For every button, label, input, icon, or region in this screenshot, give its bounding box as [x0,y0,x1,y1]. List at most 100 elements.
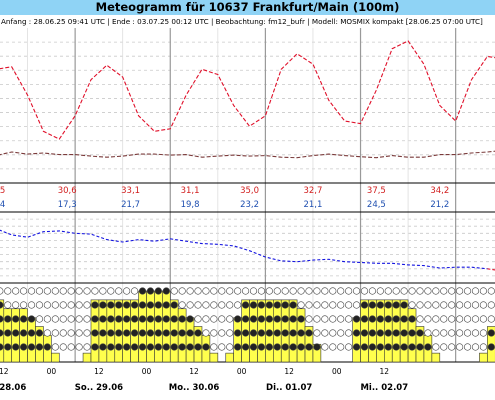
overcast-symbol [99,301,107,309]
clear-sky-symbol [321,287,329,295]
clear-sky-symbol [51,315,59,323]
clear-sky-symbol [289,287,297,295]
overcast-symbol [384,301,392,309]
cloud-cover-bar [185,317,195,363]
overcast-symbol [257,343,266,351]
overcast-symbol [27,343,36,351]
overcast-symbol [376,329,384,337]
clear-sky-symbol [202,315,210,323]
min-temp-label: 18,4 [0,200,5,210]
clear-sky-symbol [297,287,305,295]
overcast-symbol [273,301,281,309]
overcast-symbol [0,329,4,337]
overcast-symbol [154,287,162,295]
overcast-symbol [392,343,400,351]
overcast-symbol [360,329,369,337]
clear-sky-symbol [83,287,91,295]
overcast-symbol [130,301,139,309]
clear-sky-symbol [440,301,448,309]
clear-sky-symbol [360,287,369,295]
overcast-symbol [368,329,377,337]
overcast-symbol [297,315,305,323]
clear-sky-symbol [83,343,91,351]
overcast-symbol [202,343,210,351]
clear-sky-symbol [210,343,218,351]
overcast-symbol [360,315,369,323]
max-temp-label: 31,1 [181,186,200,196]
min-temp-label: 19,8 [181,200,200,210]
overcast-symbol [352,329,361,337]
overcast-symbol [162,315,170,323]
overcast-symbol [289,315,297,323]
clear-sky-symbol [456,287,464,295]
overcast-symbol [170,329,178,337]
clear-sky-symbol [479,329,487,337]
overcast-symbol [249,301,258,309]
hour-tick-label: 00 [237,367,247,376]
clear-sky-symbol [83,301,91,309]
overcast-symbol [281,315,289,323]
overcast-symbol [107,301,115,309]
clear-sky-symbol [234,287,242,295]
clear-sky-symbol [352,287,361,295]
clear-sky-symbol [448,287,456,295]
clear-sky-symbol [67,301,75,309]
clear-sky-symbol [337,315,345,323]
overcast-symbol [27,329,36,337]
overcast-symbol [281,329,289,337]
overcast-symbol [146,343,155,351]
clear-sky-symbol [456,315,464,323]
clear-sky-symbol [337,287,345,295]
cloud-cover-bar [225,352,234,363]
overcast-symbol [154,315,162,323]
min-temp-label: 17,3 [58,200,77,210]
clear-sky-symbol [51,301,59,309]
clear-sky-symbol [305,315,313,323]
clear-sky-symbol [218,315,226,323]
overcast-symbol [107,315,115,323]
clear-sky-symbol [218,287,226,295]
overcast-symbol [392,329,400,337]
clear-sky-symbol [384,287,392,295]
hour-tick-label: 00 [47,367,57,376]
pressure-line [0,229,488,270]
clear-sky-symbol [463,315,472,323]
clear-sky-symbol [471,315,480,323]
overcast-symbol [408,315,416,323]
clear-sky-symbol [471,301,480,309]
overcast-symbol [400,301,408,309]
overcast-symbol [400,329,408,337]
clear-sky-symbol [337,301,345,309]
clear-sky-symbol [345,329,353,337]
overcast-symbol [178,315,186,323]
overcast-symbol [20,315,28,323]
clear-sky-symbol [273,287,281,295]
overcast-symbol [138,315,147,323]
clear-sky-symbol [432,301,440,309]
overcast-symbol [35,343,44,351]
cloud-cover-bar [431,352,441,363]
overcast-symbol [360,343,369,351]
overcast-symbol [368,301,377,309]
clear-sky-symbol [20,301,28,309]
min-temp-label: 21,1 [303,200,322,210]
overcast-symbol [4,343,12,351]
clear-sky-symbol [202,287,210,295]
overcast-symbol [123,343,131,351]
clear-sky-symbol [178,287,186,295]
clear-sky-symbol [305,301,313,309]
overcast-symbol [99,315,107,323]
clear-sky-symbol [329,329,337,337]
overcast-symbol [154,343,162,351]
overcast-symbol [400,315,408,323]
clear-sky-symbol [313,287,321,295]
overcast-symbol [130,343,139,351]
overcast-symbol [194,343,202,351]
overcast-symbol [281,301,289,309]
clear-sky-symbol [456,301,464,309]
clear-sky-symbol [170,287,178,295]
overcast-symbol [12,315,20,323]
overcast-symbol [4,329,12,337]
overcast-symbol [289,301,297,309]
overcast-symbol [146,329,155,337]
